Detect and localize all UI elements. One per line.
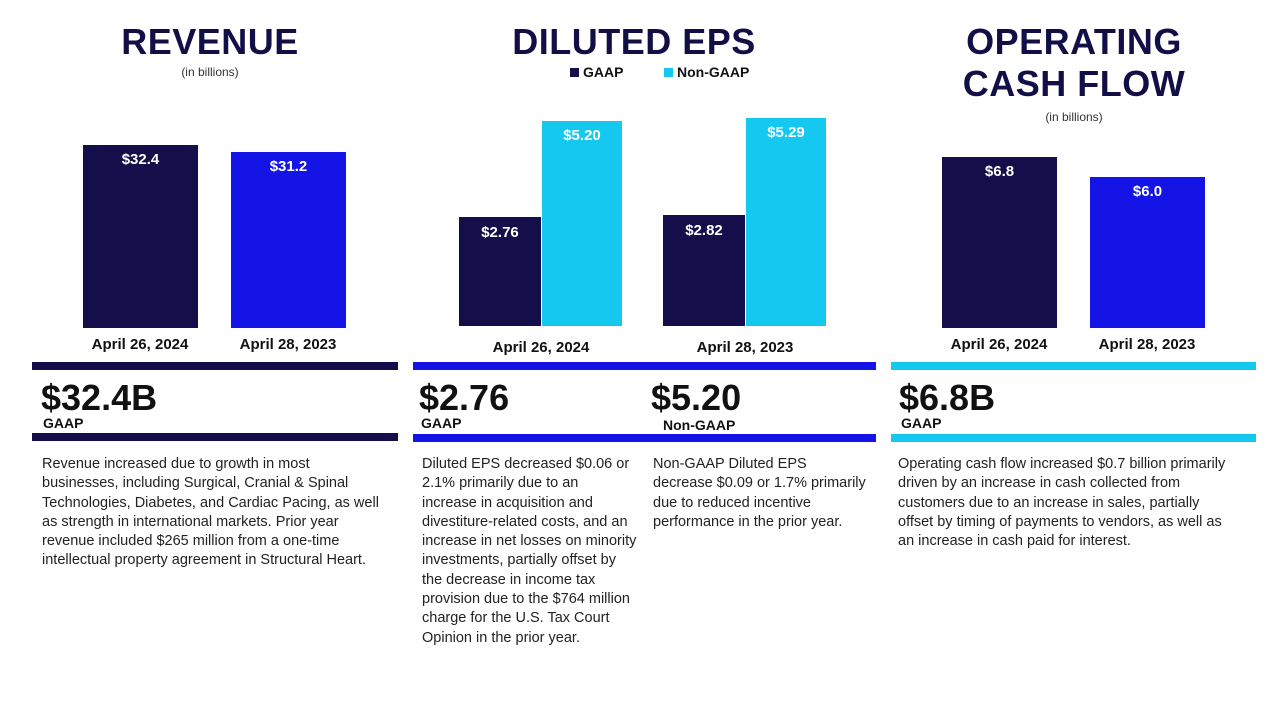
eps-nongaap-text: Non-GAAP Diluted EPS decrease $0.09 or 1… bbox=[653, 456, 866, 530]
ocf-headline-label: GAAP bbox=[901, 415, 942, 431]
revenue-divider bbox=[32, 362, 398, 370]
revenue-title: REVENUE bbox=[121, 21, 299, 62]
data-label: $6.0 bbox=[1132, 182, 1163, 200]
ocf-divider bbox=[891, 362, 1256, 370]
ocf-title-line: CASH FLOW bbox=[962, 63, 1186, 104]
ocf-divider bbox=[891, 434, 1256, 442]
eps-gaap-text: Diluted EPS decreased $0.06 or 2.1% prim… bbox=[422, 456, 637, 646]
bar: $32.4 bbox=[83, 144, 198, 328]
revenue-text: Revenue increased due to growth in most … bbox=[42, 456, 379, 569]
ocf-text: Operating cash flow increased $0.7 billi… bbox=[898, 456, 1226, 550]
category-label: April 28, 2023 bbox=[239, 336, 337, 353]
legend-swatch bbox=[664, 67, 673, 77]
category-label: April 26, 2024 bbox=[492, 339, 590, 356]
legend-gaap: GAAP bbox=[570, 64, 623, 80]
bar: $2.82 bbox=[663, 214, 745, 326]
bar: $6.8 bbox=[942, 156, 1057, 328]
data-label: $5.20 bbox=[563, 127, 601, 145]
legend-label: GAAP bbox=[583, 64, 624, 80]
data-label: $32.4 bbox=[121, 150, 160, 168]
category-label: April 26, 2024 bbox=[91, 336, 189, 353]
ocf-headline: $6.8B bbox=[899, 377, 996, 418]
eps-title: DILUTED EPS bbox=[512, 21, 756, 62]
revenue-divider bbox=[32, 433, 398, 441]
data-label: $5.29 bbox=[767, 123, 805, 141]
eps-gaap-label: GAAP bbox=[421, 415, 462, 431]
revenue-headline: $32.4B bbox=[41, 377, 158, 418]
bar: $6.0 bbox=[1090, 176, 1205, 328]
eps-divider bbox=[413, 434, 876, 442]
data-label: $2.82 bbox=[685, 221, 723, 239]
bar: $5.20 bbox=[542, 121, 622, 326]
bar: $2.76 bbox=[459, 217, 541, 326]
revenue-subtitle: (in billions) bbox=[181, 65, 239, 79]
eps-nongaap-label: Non-GAAP bbox=[663, 417, 736, 433]
category-label: April 28, 2023 bbox=[696, 339, 794, 356]
bar: $5.29 bbox=[746, 117, 826, 326]
bar: $31.2 bbox=[231, 151, 346, 328]
revenue-headline-label: GAAP bbox=[43, 415, 84, 431]
ocf-title-line: OPERATING bbox=[966, 21, 1182, 62]
ocf-title: OPERATING CASH FLOW bbox=[924, 22, 1224, 104]
eps-gaap-headline: $2.76 bbox=[419, 377, 510, 418]
legend-nongaap: Non-GAAP bbox=[664, 64, 749, 80]
category-label: April 26, 2024 bbox=[950, 336, 1048, 353]
ocf-subtitle: (in billions) bbox=[1045, 110, 1103, 124]
eps-nongaap-headline: $5.20 bbox=[651, 377, 742, 418]
data-label: $2.76 bbox=[481, 224, 519, 242]
eps-divider bbox=[413, 362, 876, 370]
legend-swatch bbox=[570, 67, 579, 77]
data-label: $6.8 bbox=[984, 162, 1015, 180]
data-label: $31.2 bbox=[269, 157, 308, 175]
category-label: April 28, 2023 bbox=[1098, 336, 1196, 353]
legend-label: Non-GAAP bbox=[677, 64, 750, 80]
